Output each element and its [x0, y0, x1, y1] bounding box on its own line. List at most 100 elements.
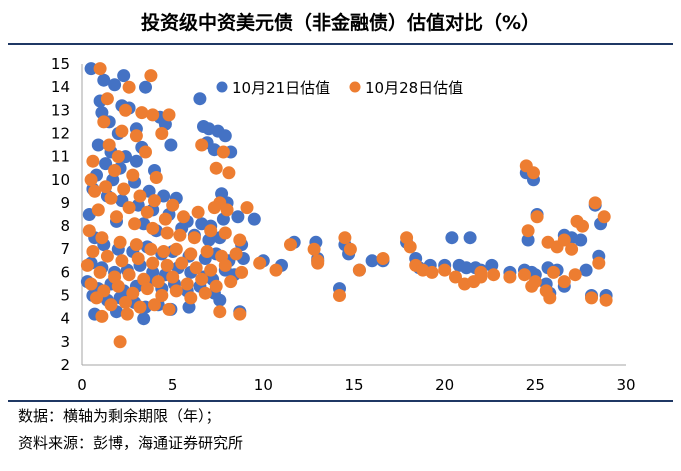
- series-2-point: [140, 205, 154, 219]
- series-2-point: [128, 217, 142, 231]
- legend-label: 10月21日估值: [232, 79, 330, 97]
- series-2-point: [111, 150, 125, 164]
- series-2-point: [151, 275, 165, 289]
- chart-title: 投资级中资美元债（非金融债）估值对比（%）: [140, 12, 541, 34]
- series-2-point: [93, 265, 107, 279]
- series-2-point: [588, 196, 602, 210]
- series-2-point: [126, 168, 140, 182]
- series-1-point: [139, 80, 152, 94]
- series-2-point: [213, 305, 227, 319]
- series-2-point: [568, 268, 582, 282]
- series-2-point: [449, 270, 462, 284]
- series-2-point: [209, 161, 223, 175]
- series-2-point: [111, 279, 125, 293]
- series-2-point: [133, 189, 147, 203]
- series-2-point: [585, 291, 598, 305]
- series-2-point: [521, 224, 535, 238]
- series-2-point: [184, 291, 198, 305]
- series-2-point: [110, 210, 123, 224]
- series-2-point: [133, 300, 147, 314]
- series-2-point: [129, 129, 143, 143]
- legend-label: 10月28日估值: [365, 79, 463, 97]
- series-2-point: [139, 145, 152, 159]
- series-2-point: [597, 210, 611, 224]
- series-2-point: [82, 224, 96, 238]
- series-2-point: [146, 256, 160, 270]
- series-2-point: [503, 270, 517, 284]
- series-2-point: [155, 289, 169, 302]
- series-2-point: [160, 226, 174, 240]
- series-1-point: [574, 233, 588, 247]
- series-2-point: [119, 296, 132, 309]
- series-2-point: [547, 265, 560, 279]
- series-2-point: [113, 335, 127, 349]
- x-tick-label: 15: [344, 376, 363, 394]
- series-2-point: [148, 194, 161, 208]
- series-1-point: [97, 73, 111, 87]
- series-2-point: [160, 258, 174, 272]
- series-2-point: [253, 256, 267, 270]
- series-2-point: [95, 231, 109, 245]
- series-2-point: [162, 302, 176, 316]
- series-1-point: [521, 233, 535, 247]
- title-rule: [8, 43, 673, 45]
- series-2-point: [144, 242, 158, 256]
- series-2-point: [100, 249, 114, 263]
- series-1-point: [117, 69, 131, 83]
- series-2-point: [338, 231, 352, 245]
- series-2-point: [207, 201, 221, 215]
- series-2-point: [525, 279, 539, 293]
- y-tick-label: 6: [60, 263, 70, 281]
- series-1-point: [463, 231, 477, 245]
- series-2-point: [129, 238, 143, 252]
- series-2-point: [599, 293, 613, 307]
- series-2-point: [543, 291, 557, 305]
- series-2-point: [198, 286, 212, 300]
- y-tick-label: 5: [60, 287, 70, 305]
- series-2-point: [576, 219, 589, 233]
- x-tick-label: 0: [77, 376, 87, 394]
- series-2-point: [93, 62, 107, 76]
- series-2-point: [100, 92, 114, 106]
- series-2-point: [88, 184, 102, 198]
- series-2-point: [166, 198, 180, 212]
- series-1-point: [579, 263, 593, 277]
- series-2-point: [216, 145, 230, 159]
- series-2-point: [218, 226, 232, 240]
- series-2-point: [149, 171, 163, 184]
- series-2-point: [91, 203, 105, 217]
- series-2-point: [131, 252, 145, 265]
- series-2-point: [115, 254, 129, 268]
- series-2-point: [180, 277, 194, 291]
- series-2-point: [233, 233, 247, 247]
- series-2-point: [209, 279, 223, 293]
- series-2-point: [333, 289, 346, 302]
- series-2-point: [122, 268, 136, 282]
- series-2-point: [229, 247, 243, 261]
- series-2-point: [104, 298, 118, 312]
- series-2-point: [311, 256, 325, 270]
- series-2-point: [157, 245, 171, 258]
- series-2-point: [119, 103, 132, 117]
- series-2-point: [122, 201, 136, 215]
- y-tick-label: 2: [60, 356, 70, 374]
- series-1-point: [164, 138, 178, 152]
- series-1-point: [247, 212, 261, 226]
- x-tick-label: 20: [435, 376, 454, 394]
- series-1-point: [445, 231, 459, 245]
- series-2-point: [565, 242, 579, 256]
- series-2-point: [169, 284, 183, 298]
- series-2-point: [218, 258, 232, 272]
- series-2-point: [102, 138, 116, 152]
- series-2-point: [195, 138, 209, 152]
- series-2-point: [177, 210, 190, 224]
- x-tick-label: 10: [254, 376, 273, 394]
- series-2-point: [84, 173, 98, 187]
- legend-marker: [349, 81, 361, 93]
- y-tick-label: 7: [60, 240, 70, 258]
- series-2-point: [148, 298, 161, 312]
- series-2-point: [80, 258, 94, 272]
- series-1-point: [129, 154, 143, 168]
- y-tick-label: 8: [60, 217, 70, 235]
- series-2-point: [144, 69, 158, 83]
